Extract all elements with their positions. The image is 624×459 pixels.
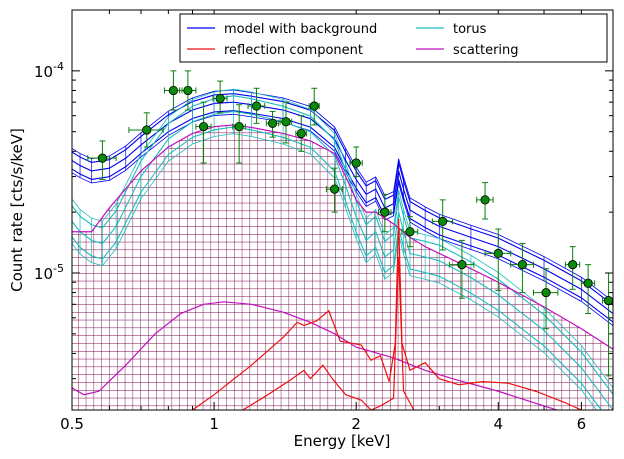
series-layer xyxy=(72,88,613,410)
data-point-12 xyxy=(325,167,343,213)
data-marker xyxy=(603,296,613,306)
x-tick-label-3: 4 xyxy=(494,415,504,433)
x-tick-label-2: 2 xyxy=(351,415,361,433)
data-marker xyxy=(351,158,361,168)
legend-label-3: scattering xyxy=(453,43,519,58)
series-line xyxy=(242,256,415,410)
legend: model with background torus reflection com… xyxy=(179,13,608,63)
data-marker xyxy=(281,117,291,127)
data-marker xyxy=(583,278,593,288)
data-point-23 xyxy=(580,264,596,315)
data-marker xyxy=(541,287,551,298)
data-point-4 xyxy=(195,101,212,164)
band-line-1 xyxy=(72,101,613,314)
series-line xyxy=(192,218,582,410)
data-point-11 xyxy=(308,87,320,126)
data-point-5 xyxy=(212,80,228,114)
data-marker xyxy=(329,184,340,194)
data-point-18 xyxy=(476,182,494,220)
data-point-20 xyxy=(510,242,535,294)
data-marker xyxy=(183,85,193,96)
data-marker xyxy=(168,85,179,96)
x-axis-label: Energy [keV] xyxy=(294,432,391,450)
legend-label-2: reflection component xyxy=(224,43,363,58)
x-tick-label-1: 1 xyxy=(209,415,219,433)
data-marker xyxy=(568,260,578,270)
data-point-9 xyxy=(279,101,293,144)
data-point-6 xyxy=(232,104,246,164)
series-line xyxy=(72,124,613,350)
data-marker xyxy=(296,128,306,139)
data-marker xyxy=(438,216,448,226)
legend-frame xyxy=(179,13,608,63)
y-tick-label-1: 10-4 xyxy=(34,60,64,81)
data-marker xyxy=(405,227,415,237)
data-point-0 xyxy=(87,140,117,181)
data-point-1 xyxy=(128,112,164,148)
data-marker xyxy=(517,260,528,270)
data-point-15 xyxy=(401,216,419,248)
data-point-13 xyxy=(349,146,363,178)
data-marker xyxy=(457,260,467,270)
data-marker xyxy=(267,118,278,128)
data-point-8 xyxy=(265,110,280,138)
series-torus-1 xyxy=(72,88,613,410)
legend-label-1: torus xyxy=(453,22,487,37)
data-marker xyxy=(493,248,503,259)
series-reflection-component-4 xyxy=(192,218,582,410)
data-point-7 xyxy=(247,87,266,124)
data-marker xyxy=(215,93,225,104)
band-line-0 xyxy=(72,126,603,410)
y-axis-label: Count rate [cts/s/keV] xyxy=(8,128,26,292)
legend-label-0: model with background xyxy=(224,22,377,37)
data-marker xyxy=(251,101,262,111)
scattering-hatched-area xyxy=(72,124,613,410)
data-point-16 xyxy=(431,199,454,251)
data-point-14 xyxy=(378,193,392,233)
data-marker xyxy=(97,153,108,163)
series-scattering-2 xyxy=(72,124,613,350)
x-tick-label-4: 6 xyxy=(577,415,587,433)
data-marker xyxy=(142,125,152,135)
series-reflection-component-5 xyxy=(242,256,415,410)
y-tick-label-0: 10-5 xyxy=(34,262,64,283)
data-points-layer xyxy=(87,70,613,377)
data-point-19 xyxy=(484,228,512,291)
data-marker xyxy=(309,101,319,111)
data-marker xyxy=(480,195,490,205)
x-tick-label-0: 0.5 xyxy=(60,415,84,433)
series-scattering-3 xyxy=(72,301,559,410)
band-line-2 xyxy=(72,95,613,395)
data-point-3 xyxy=(179,70,197,111)
data-point-22 xyxy=(564,246,581,290)
data-marker xyxy=(198,121,209,132)
data-point-17 xyxy=(448,239,475,299)
band-line-1 xyxy=(72,110,613,410)
plot-frame xyxy=(71,9,614,411)
series-line xyxy=(72,301,559,410)
data-marker xyxy=(380,207,390,217)
data-point-21 xyxy=(533,268,559,330)
data-marker xyxy=(234,121,244,132)
data-point-10 xyxy=(295,115,308,152)
plot-area xyxy=(72,70,613,410)
